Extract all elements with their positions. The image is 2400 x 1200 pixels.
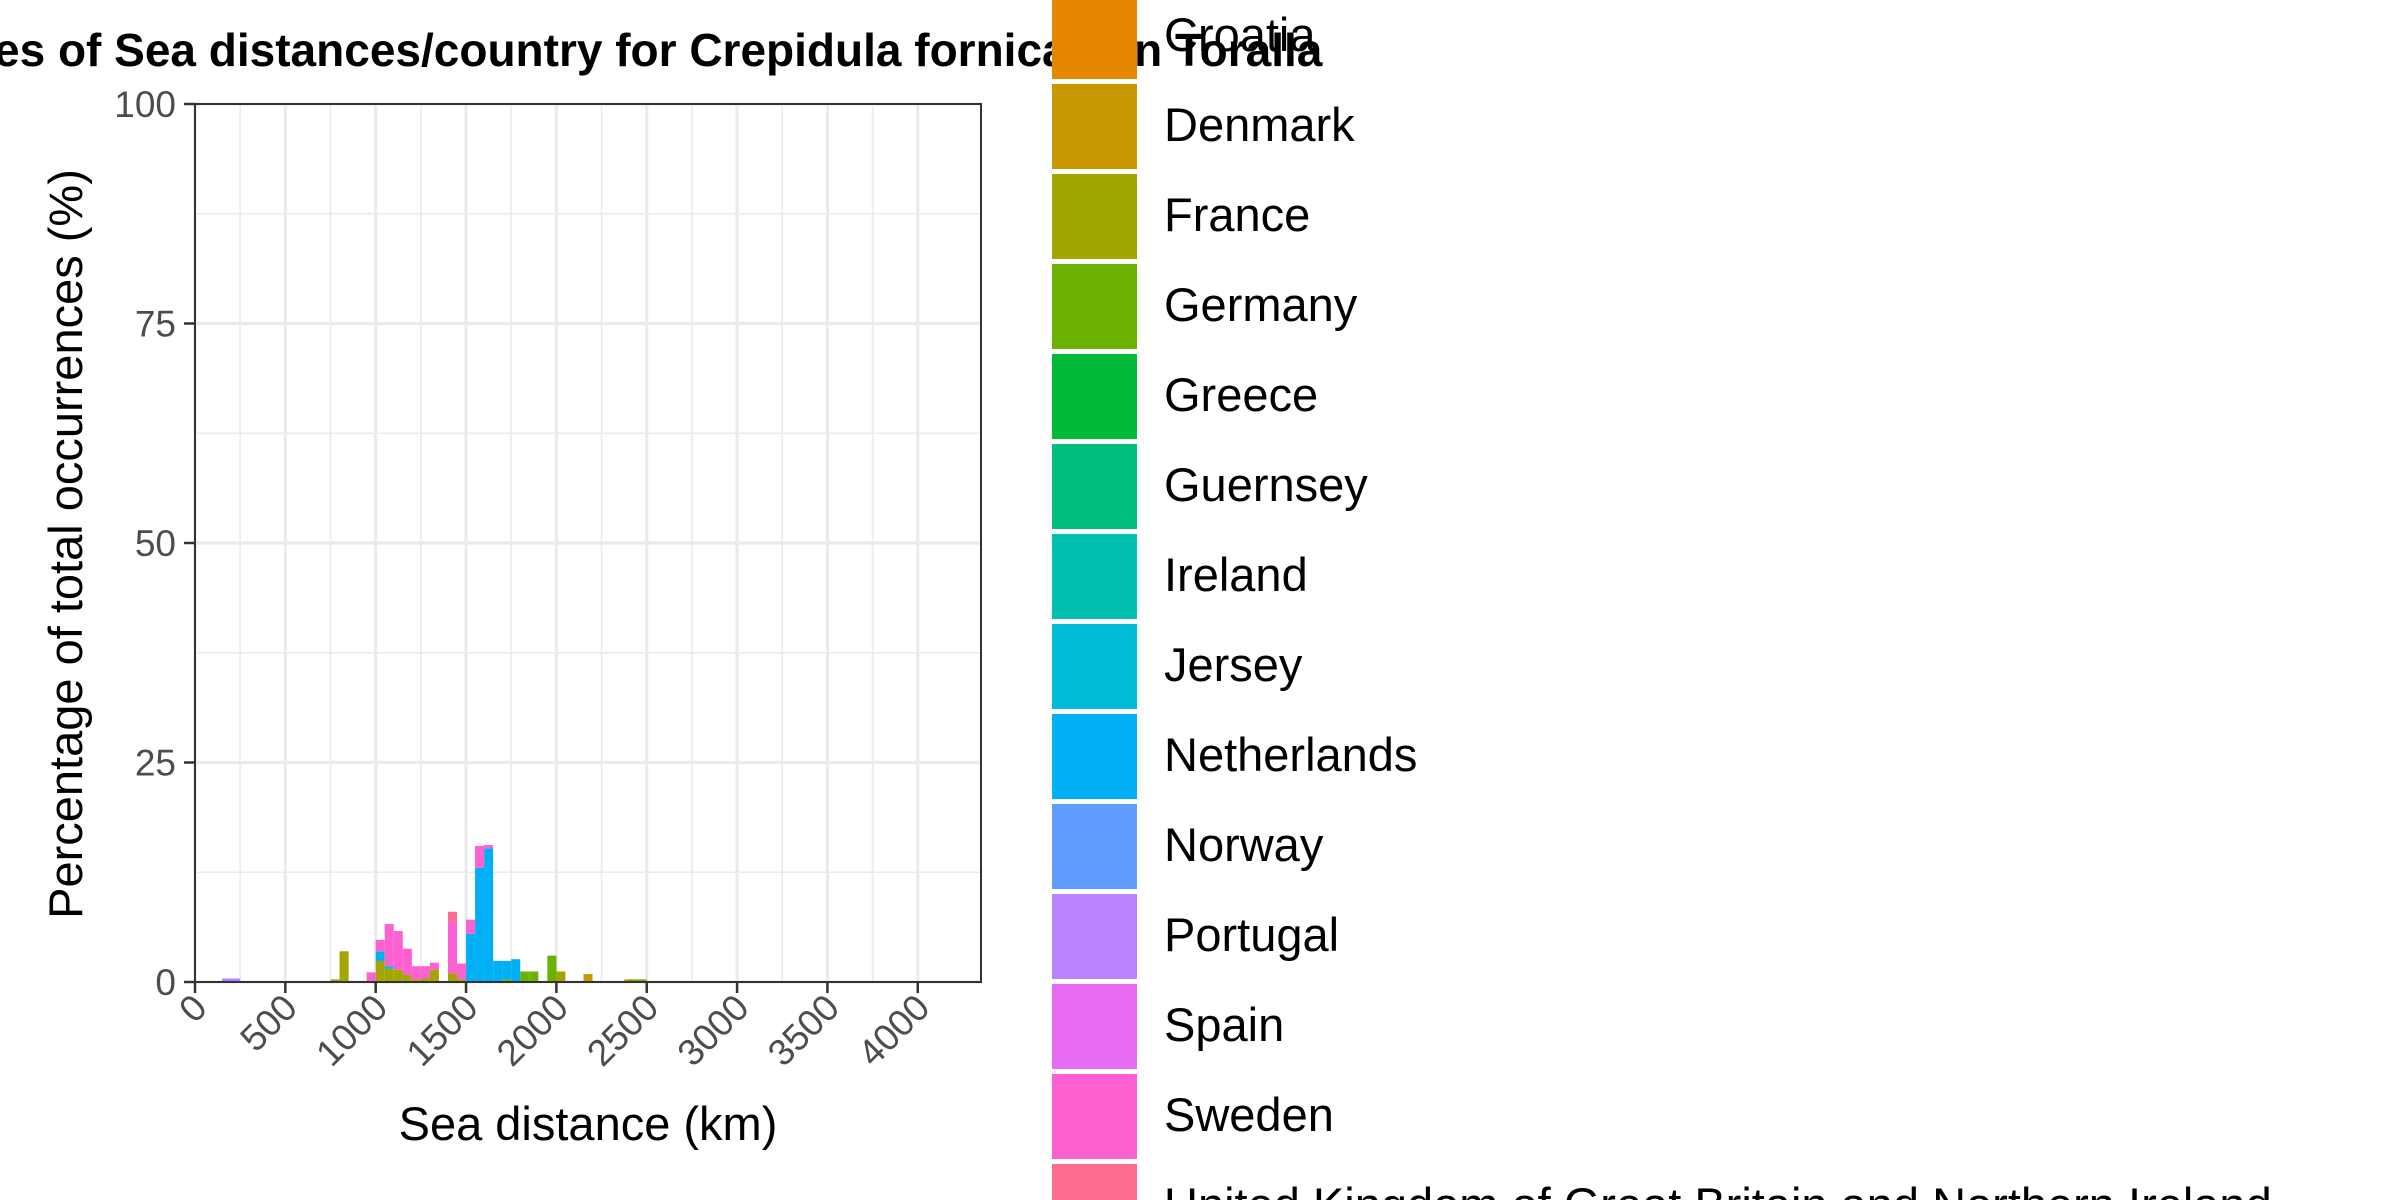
- y-axis-title: Percentage of total occurrences (%): [39, 169, 92, 919]
- bar: [466, 919, 476, 934]
- legend-label: Portugal: [1164, 908, 1339, 961]
- legend-label: United Kingdom of Great Britain and Nort…: [1164, 1178, 2272, 1200]
- bar: [384, 924, 394, 967]
- bar: [402, 974, 412, 982]
- bar: [375, 960, 385, 982]
- bar: [447, 911, 457, 922]
- bar: [420, 978, 430, 982]
- bar: [447, 921, 457, 974]
- bar: [222, 978, 232, 982]
- bar: [484, 848, 494, 982]
- bar: [628, 979, 638, 982]
- legend-key: [1052, 714, 1137, 799]
- bar: [384, 966, 394, 969]
- bar: [457, 963, 467, 980]
- bar: [231, 978, 241, 982]
- legend-label: Spain: [1164, 998, 1284, 1051]
- legend-label: Greece: [1164, 368, 1318, 421]
- bar: [502, 960, 512, 980]
- legend-label: Jersey: [1164, 638, 1303, 691]
- y-tick-label: 50: [135, 523, 176, 564]
- bars: [222, 845, 647, 982]
- y-tick-label: 75: [135, 304, 176, 345]
- legend-label: Germany: [1164, 278, 1358, 331]
- bar: [529, 971, 539, 982]
- legend-label: Netherlands: [1164, 728, 1417, 781]
- bar: [556, 971, 566, 982]
- bar: [502, 979, 512, 982]
- x-axis-title: Sea distance (km): [399, 1097, 778, 1150]
- bar: [366, 972, 376, 982]
- bar: [583, 974, 593, 982]
- bar: [411, 966, 421, 980]
- y-tick-label: 0: [155, 962, 176, 1003]
- bar: [393, 931, 403, 970]
- bar: [393, 969, 403, 982]
- legend-key: [1052, 1164, 1137, 1200]
- legend-key: [1052, 894, 1137, 979]
- bar: [339, 951, 349, 982]
- y-tick-label: 25: [135, 743, 176, 784]
- bar: [429, 969, 439, 982]
- bar: [375, 939, 385, 952]
- bar: [466, 933, 476, 982]
- legend-key: [1052, 444, 1137, 529]
- legend-label: France: [1164, 188, 1310, 241]
- legend-key: [1052, 1074, 1137, 1159]
- legend-key: [1052, 984, 1137, 1069]
- legend: Croatia Denmark France Germany Greece Guernse…: [1052, 0, 2272, 1200]
- bar: [547, 955, 557, 982]
- bar: [411, 979, 421, 982]
- legend-key: [1052, 264, 1137, 349]
- bar: [384, 968, 394, 982]
- bar: [402, 948, 412, 975]
- bar: [475, 845, 485, 868]
- legend-key: [1052, 534, 1137, 619]
- legend-key: [1052, 0, 1137, 79]
- legend-label: Ireland: [1164, 548, 1308, 601]
- legend-label: Croatia: [1164, 8, 1316, 61]
- bar: [637, 979, 647, 982]
- bar: [429, 962, 439, 970]
- bar: [475, 867, 485, 982]
- bar: [457, 979, 467, 982]
- legend-key: [1052, 354, 1137, 439]
- legend-key: [1052, 174, 1137, 259]
- legend-key: [1052, 804, 1137, 889]
- legend-label: Sweden: [1164, 1088, 1334, 1141]
- legend-label: Norway: [1164, 818, 1324, 871]
- y-tick-label: 100: [114, 84, 176, 125]
- legend-key: [1052, 84, 1137, 169]
- bar: [420, 966, 430, 979]
- bar: [447, 973, 457, 982]
- legend-label: Denmark: [1164, 98, 1355, 151]
- legend-label: Guernsey: [1164, 458, 1368, 511]
- bar: [520, 971, 530, 982]
- bar: [375, 951, 385, 961]
- bar: [511, 959, 521, 982]
- legend-key: [1052, 624, 1137, 709]
- bar: [484, 845, 494, 849]
- bar: [493, 960, 503, 982]
- bar: [330, 979, 340, 982]
